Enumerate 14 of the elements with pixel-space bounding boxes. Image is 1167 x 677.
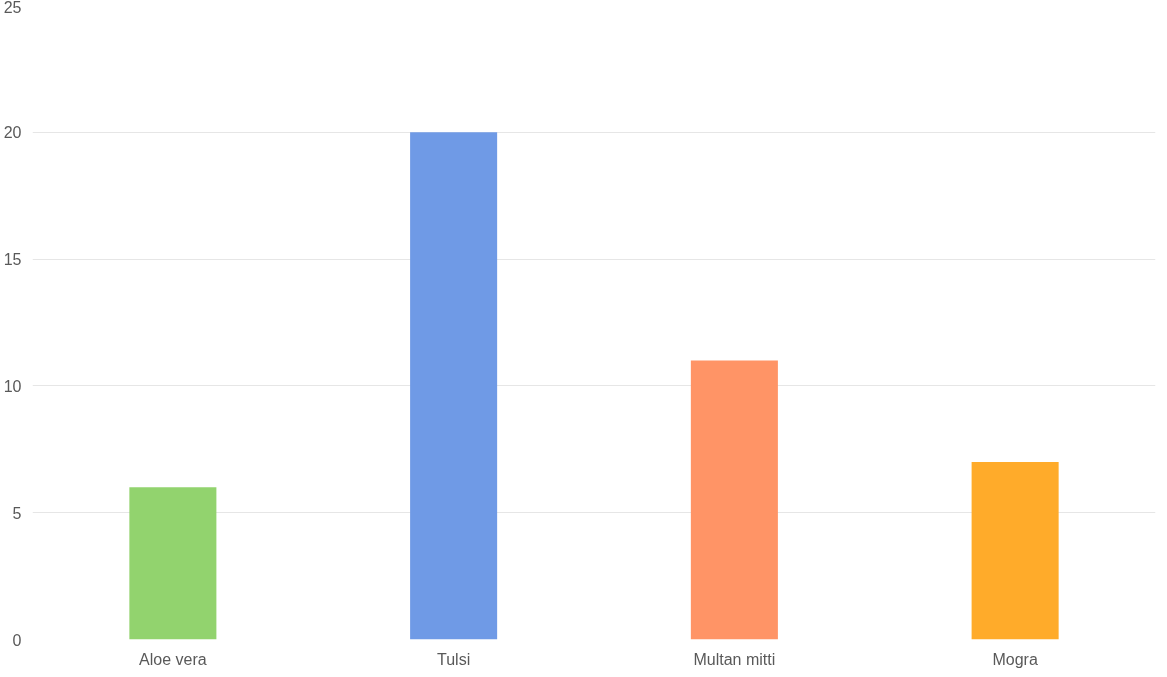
y-tick-label: 20 <box>3 124 22 142</box>
y-tick-label: 10 <box>3 377 22 395</box>
bar <box>690 360 778 640</box>
y-tick-label: 15 <box>3 251 22 269</box>
x-tick-label: Tulsi <box>437 650 471 668</box>
bar <box>410 132 498 640</box>
x-tick-label: Aloe vera <box>139 650 207 668</box>
bar <box>971 461 1059 640</box>
x-tick-label: Mogra <box>992 650 1038 668</box>
bar <box>129 487 217 640</box>
y-tick-label: 0 <box>12 631 22 649</box>
y-tick-label: 25 <box>3 0 22 16</box>
y-tick-label: 5 <box>12 504 22 522</box>
x-tick-label: Multan mitti <box>693 650 776 668</box>
